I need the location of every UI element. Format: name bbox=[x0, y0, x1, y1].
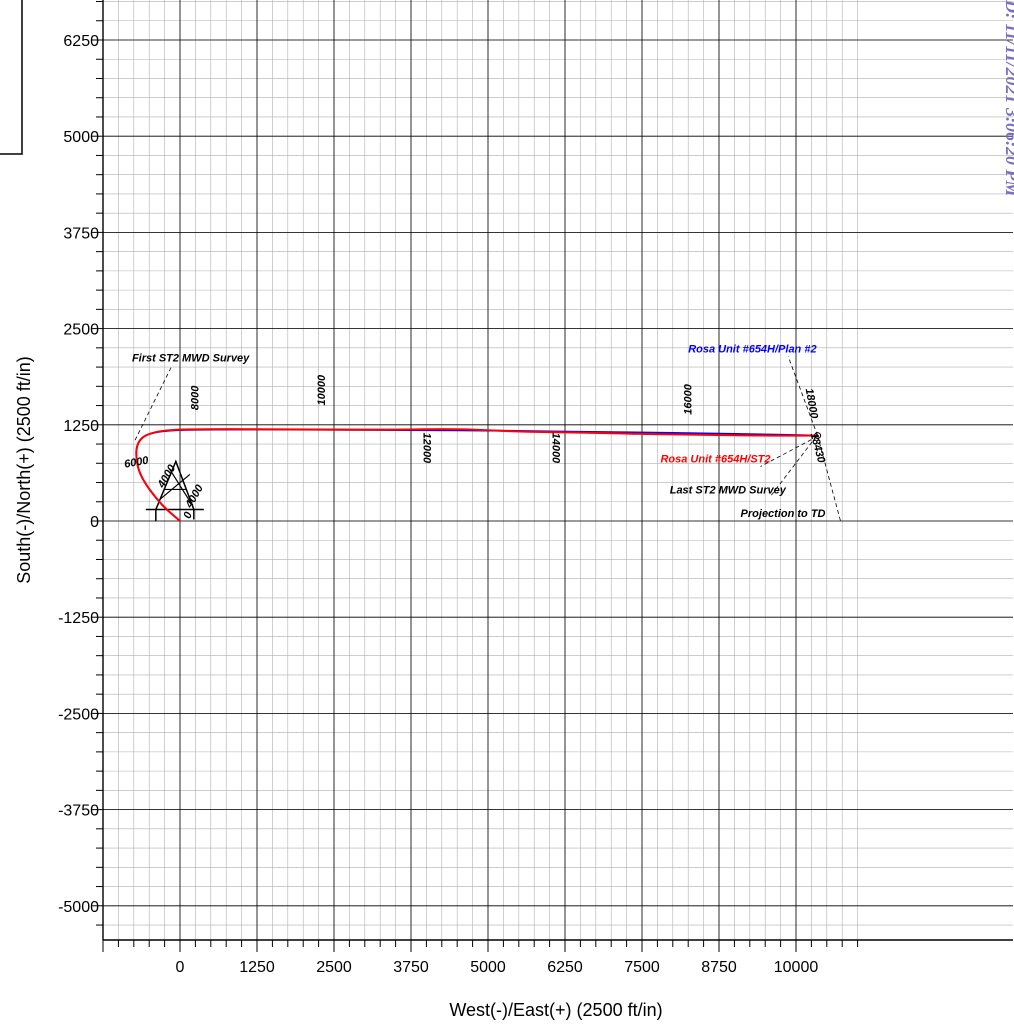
y-tick-label: -2500 bbox=[58, 706, 99, 723]
y-tick-label: 6250 bbox=[63, 33, 99, 50]
y-tick-label: -3750 bbox=[58, 803, 99, 820]
plan-2-path bbox=[135, 428, 818, 522]
annotation-label: First ST2 MWD Survey bbox=[132, 353, 250, 365]
annotation-label: Rosa Unit #654H/Plan #2 bbox=[688, 343, 816, 355]
md-label: 6000 bbox=[123, 454, 150, 470]
md-label: 14000 bbox=[550, 433, 562, 464]
md-label: 16000 bbox=[682, 383, 694, 414]
legend-box-fragment bbox=[0, 0, 23, 155]
md-label: 18000 bbox=[803, 387, 820, 420]
y-tick-label: -1250 bbox=[58, 610, 99, 627]
y-tick-label: 2500 bbox=[63, 322, 99, 339]
x-tick-label: 6250 bbox=[547, 959, 583, 976]
md-label: 0 bbox=[182, 510, 196, 521]
x-tick-labels: 0 1250 2500 3750 5000 6250 7500 8750 10000 bbox=[176, 959, 819, 976]
x-tick-label: 2500 bbox=[316, 959, 352, 976]
md-label: 12000 bbox=[420, 433, 432, 464]
major-grid bbox=[103, 0, 1013, 940]
plot-axes bbox=[91, 0, 1013, 952]
st2-path bbox=[135, 428, 818, 522]
x-tick-label: 10000 bbox=[774, 959, 819, 976]
rig-brace bbox=[169, 469, 193, 505]
annotation-leader bbox=[760, 435, 818, 467]
rig-brace bbox=[159, 473, 191, 500]
annotation-leader bbox=[787, 356, 818, 436]
x-axis-title: West(-)/East(+) (2500 ft/in) bbox=[449, 1000, 662, 1020]
chart-annotations: First ST2 MWD Survey Rosa Unit #654H/Plan… bbox=[132, 343, 841, 522]
drilling-rig-icon bbox=[145, 459, 204, 522]
print-timestamp-stamp: D: 11/11/2021 3:06:20 PM bbox=[1002, 0, 1014, 197]
y-tick-label: -5000 bbox=[58, 899, 99, 916]
x-tick-label: 0 bbox=[176, 959, 185, 976]
annotation-label: Last ST2 MWD Survey bbox=[670, 484, 787, 496]
x-tick-label: 7500 bbox=[624, 959, 660, 976]
annotation-leader bbox=[769, 436, 817, 498]
y-tick-label: 0 bbox=[90, 514, 99, 531]
annotation-label: Rosa Unit #654H/ST2 bbox=[660, 454, 770, 466]
y-axis-title: South(-)/North(+) (2500 ft/in) bbox=[14, 356, 34, 584]
rig-frame bbox=[155, 459, 195, 522]
md-label: 8000 bbox=[189, 385, 201, 410]
x-tick-label: 1250 bbox=[239, 959, 275, 976]
y-tick-labels: 6250 5000 3750 2500 1250 0 -1250 -2500 -3750 -500… bbox=[58, 33, 99, 916]
x-tick-label: 5000 bbox=[470, 959, 506, 976]
y-tick-label: 3750 bbox=[63, 225, 99, 242]
annotation-label: Projection to TD bbox=[741, 508, 826, 520]
annotation-leader bbox=[817, 435, 841, 522]
x-tick-label: 3750 bbox=[393, 959, 429, 976]
md-label: 10000 bbox=[316, 374, 328, 405]
annotation-leader bbox=[134, 365, 173, 441]
y-tick-label: 5000 bbox=[63, 129, 99, 146]
y-tick-label: 1250 bbox=[63, 418, 99, 435]
minor-grid bbox=[102, 0, 1013, 940]
td-marker bbox=[814, 432, 822, 440]
x-tick-label: 8750 bbox=[701, 959, 737, 976]
well-paths bbox=[135, 428, 822, 522]
